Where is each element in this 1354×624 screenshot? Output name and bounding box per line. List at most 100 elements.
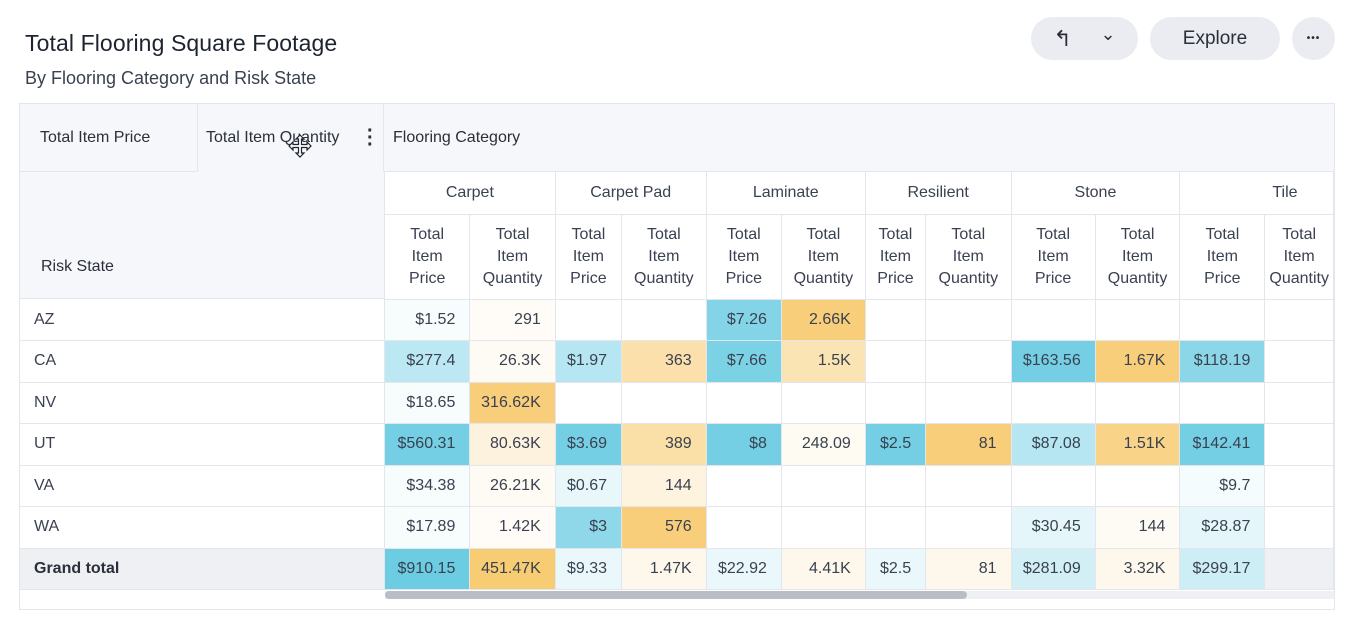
grand-total-cell[interactable]: 4.41K bbox=[781, 548, 866, 590]
value-cell[interactable]: $87.08 bbox=[1011, 423, 1096, 466]
chevron-down-icon[interactable]: ⌄ bbox=[1100, 23, 1116, 44]
measure-header-price[interactable]: Total Item Price bbox=[1179, 214, 1266, 300]
value-cell[interactable]: 81 bbox=[925, 423, 1012, 466]
value-cell[interactable] bbox=[555, 382, 623, 424]
value-cell[interactable] bbox=[865, 465, 927, 507]
explore-button[interactable]: Explore bbox=[1150, 17, 1280, 60]
value-cell[interactable] bbox=[925, 299, 1012, 341]
value-cell[interactable]: 26.21K bbox=[469, 465, 556, 507]
value-cell[interactable]: $163.56 bbox=[1011, 340, 1096, 383]
value-cell[interactable] bbox=[706, 465, 782, 507]
value-cell[interactable] bbox=[865, 382, 927, 424]
value-cell[interactable]: $7.66 bbox=[706, 340, 782, 383]
value-cell[interactable] bbox=[925, 340, 1012, 383]
measure-header-price[interactable]: Total Item Price bbox=[555, 214, 623, 300]
value-cell[interactable] bbox=[925, 506, 1012, 549]
measure-header-quantity[interactable]: Total Item Quantity bbox=[1095, 214, 1181, 300]
grand-total-cell[interactable]: $299.17 bbox=[1179, 548, 1266, 590]
value-cell[interactable]: 1.67K bbox=[1095, 340, 1181, 383]
value-cell[interactable]: $1.52 bbox=[385, 299, 471, 341]
undo-split-button[interactable]: ↰ ⌄ bbox=[1031, 17, 1138, 60]
measure-header-price[interactable]: Total Item Price bbox=[706, 214, 782, 300]
value-cell[interactable]: $1.97 bbox=[555, 340, 623, 383]
value-cell[interactable] bbox=[1179, 299, 1266, 341]
value-cell[interactable]: 363 bbox=[621, 340, 707, 383]
row-label-state[interactable]: VA bbox=[20, 465, 385, 507]
value-chip-total-item-quantity[interactable]: Total Item Quantity · · · bbox=[198, 104, 384, 172]
value-cell[interactable] bbox=[925, 465, 1012, 507]
value-cell[interactable]: $3.69 bbox=[555, 423, 623, 466]
value-cell[interactable]: 389 bbox=[621, 423, 707, 466]
value-cell[interactable] bbox=[621, 382, 707, 424]
value-cell[interactable] bbox=[865, 506, 927, 549]
value-cell[interactable] bbox=[706, 506, 782, 549]
value-cell[interactable]: $2.5 bbox=[865, 423, 927, 466]
value-cell[interactable] bbox=[1264, 382, 1334, 424]
value-chip-total-item-price[interactable]: Total Item Price bbox=[20, 104, 198, 172]
value-cell[interactable]: 2.66K bbox=[781, 299, 866, 341]
value-cell[interactable] bbox=[555, 299, 623, 341]
value-cell[interactable]: 316.62K bbox=[469, 382, 556, 424]
value-cell[interactable] bbox=[925, 382, 1012, 424]
value-cell[interactable]: $0.67 bbox=[555, 465, 623, 507]
column-field-chip[interactable]: Flooring Category bbox=[384, 104, 520, 172]
value-cell[interactable]: $9.7 bbox=[1179, 465, 1266, 507]
value-cell[interactable]: 1.51K bbox=[1095, 423, 1181, 466]
value-cell[interactable]: 144 bbox=[621, 465, 707, 507]
measure-header-price[interactable]: Total Item Price bbox=[865, 214, 927, 300]
category-header-stone[interactable]: Stone bbox=[1011, 172, 1181, 215]
value-cell[interactable] bbox=[1095, 382, 1181, 424]
value-cell[interactable] bbox=[781, 465, 866, 507]
grand-total-cell[interactable]: $910.15 bbox=[385, 548, 471, 590]
value-cell[interactable]: $3 bbox=[555, 506, 623, 549]
grand-total-cell[interactable]: $22.92 bbox=[706, 548, 782, 590]
row-label-state[interactable]: NV bbox=[20, 382, 385, 424]
grand-total-cell[interactable]: 451.47K bbox=[469, 548, 556, 590]
more-options-icon[interactable]: ••• bbox=[1292, 17, 1335, 60]
value-cell[interactable] bbox=[1011, 299, 1096, 341]
value-cell[interactable] bbox=[1264, 423, 1334, 466]
value-cell[interactable]: $277.4 bbox=[385, 340, 471, 383]
value-cell[interactable] bbox=[706, 382, 782, 424]
value-cell[interactable] bbox=[865, 340, 927, 383]
value-cell[interactable]: 576 bbox=[621, 506, 707, 549]
category-header-resilient[interactable]: Resilient bbox=[865, 172, 1012, 215]
value-cell[interactable]: 248.09 bbox=[781, 423, 866, 466]
value-cell[interactable] bbox=[781, 382, 866, 424]
value-cell[interactable]: 80.63K bbox=[469, 423, 556, 466]
grand-total-cell[interactable]: $281.09 bbox=[1011, 548, 1096, 590]
grand-total-cell[interactable]: 3.32K bbox=[1095, 548, 1181, 590]
grand-total-cell[interactable]: $9.33 bbox=[555, 548, 623, 590]
grand-total-cell[interactable]: 81 bbox=[925, 548, 1012, 590]
value-cell[interactable]: 291 bbox=[469, 299, 556, 341]
row-label-state[interactable]: UT bbox=[20, 423, 385, 466]
value-cell[interactable]: $34.38 bbox=[385, 465, 471, 507]
value-cell[interactable] bbox=[1179, 382, 1266, 424]
grand-total-cell[interactable]: $2.5 bbox=[865, 548, 927, 590]
value-cell[interactable] bbox=[1011, 465, 1096, 507]
measure-header-quantity[interactable]: Total Item Quantity bbox=[781, 214, 866, 300]
value-cell[interactable]: $7.26 bbox=[706, 299, 782, 341]
value-cell[interactable]: $17.89 bbox=[385, 506, 471, 549]
value-cell[interactable]: 144 bbox=[1095, 506, 1181, 549]
value-cell[interactable]: $560.31 bbox=[385, 423, 471, 466]
value-cell[interactable] bbox=[1264, 340, 1334, 383]
grand-total-cell[interactable] bbox=[1264, 548, 1334, 590]
value-cell[interactable]: 1.42K bbox=[469, 506, 556, 549]
value-cell[interactable] bbox=[1011, 382, 1096, 424]
category-header-carpet-pad[interactable]: Carpet Pad bbox=[555, 172, 707, 215]
value-cell[interactable]: $8 bbox=[706, 423, 782, 466]
value-cell[interactable]: $18.65 bbox=[385, 382, 471, 424]
measure-header-price[interactable]: Total Item Price bbox=[385, 214, 471, 300]
measure-header-quantity[interactable]: Total Item Quantity bbox=[621, 214, 707, 300]
measure-header-quantity[interactable]: Total Item Quantity bbox=[469, 214, 556, 300]
row-label-state[interactable]: AZ bbox=[20, 299, 385, 341]
grand-total-cell[interactable]: 1.47K bbox=[621, 548, 707, 590]
value-cell[interactable]: $142.41 bbox=[1179, 423, 1266, 466]
value-cell[interactable]: $28.87 bbox=[1179, 506, 1266, 549]
value-cell[interactable] bbox=[1264, 465, 1334, 507]
value-cell[interactable] bbox=[865, 299, 927, 341]
row-label-state[interactable]: CA bbox=[20, 340, 385, 383]
measure-header-price[interactable]: Total Item Price bbox=[1011, 214, 1096, 300]
category-header-laminate[interactable]: Laminate bbox=[706, 172, 866, 215]
